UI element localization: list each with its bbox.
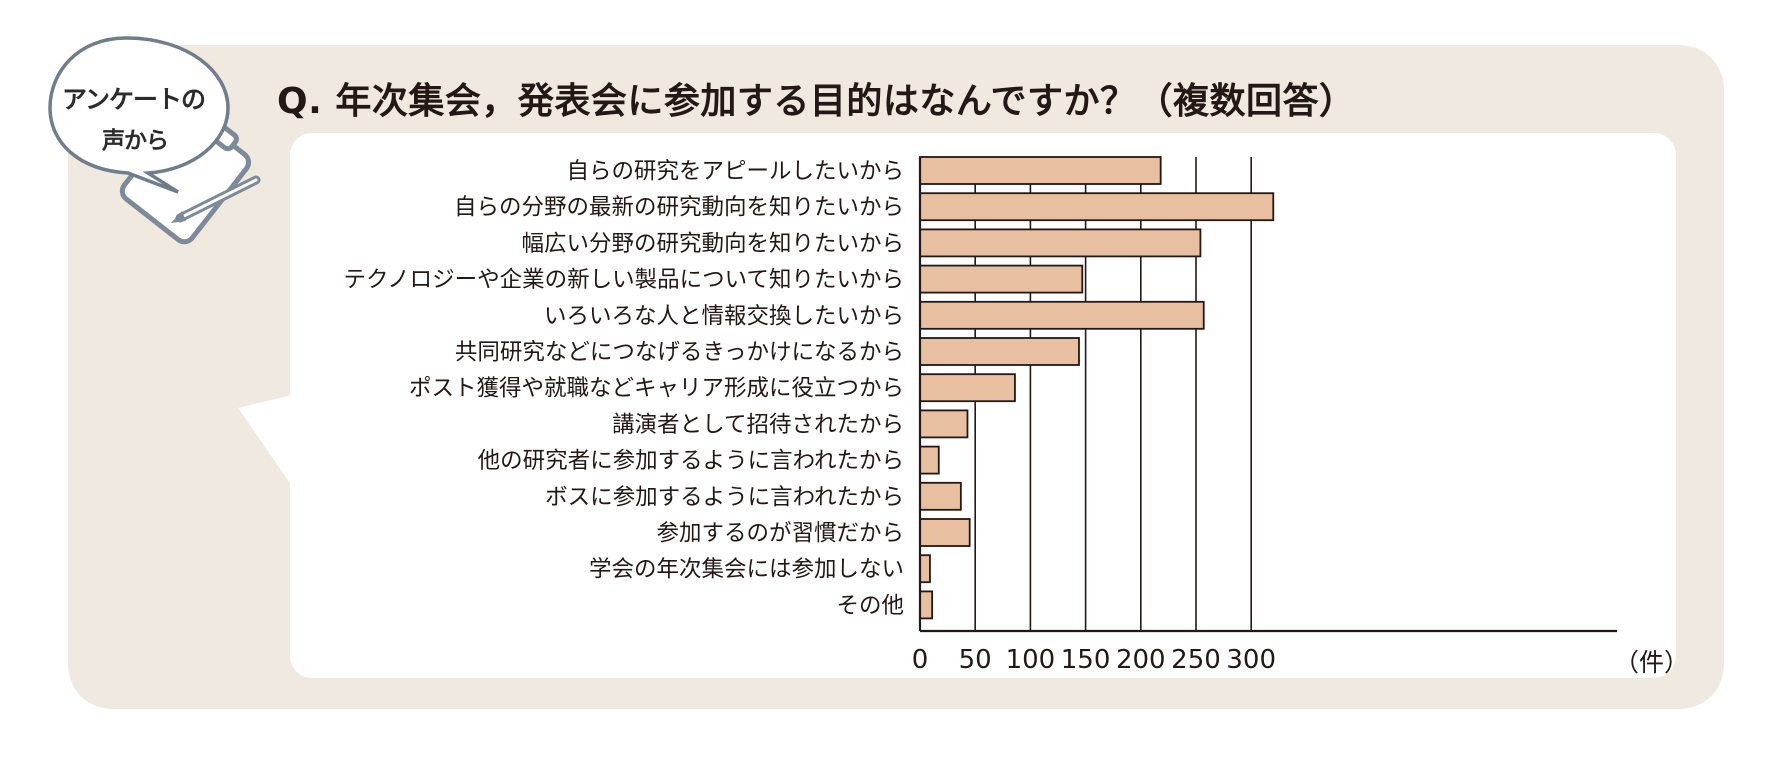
- bar-9: [919, 445, 940, 475]
- x-tick-label-300: 300: [1226, 645, 1276, 675]
- bar-12: [919, 554, 931, 584]
- bar-11: [919, 518, 971, 547]
- bar-3: [919, 228, 1202, 258]
- pen-icon: [171, 175, 261, 223]
- x-tick-label-50: 50: [959, 645, 992, 675]
- category-label-6: 共同研究などにつなげるきっかけになるから: [455, 340, 904, 366]
- category-label-3: 幅広い分野の研究動向を知りたいから: [521, 231, 904, 257]
- bar-2: [919, 192, 1275, 222]
- x-axis-unit-label: （件）: [1614, 648, 1690, 677]
- category-label-8: 講演者として招待されたから: [612, 412, 904, 438]
- badge-line-1: アンケートの: [62, 85, 206, 114]
- bar-10: [919, 481, 962, 511]
- category-label-12: 学会の年次集会には参加しない: [589, 557, 904, 583]
- category-label-4: テクノロジーや企業の新しい製品について知りたいから: [344, 267, 904, 293]
- bar-4: [919, 264, 1084, 294]
- category-label-11: 参加するのが習慣だから: [656, 521, 904, 547]
- category-label-13: その他: [836, 593, 904, 619]
- x-tick-label-0: 0: [912, 645, 929, 675]
- x-tick-label-100: 100: [1006, 645, 1056, 675]
- badge-line-2: 声から: [102, 128, 169, 154]
- category-label-1: 自らの研究をアピールしたいから: [566, 159, 904, 185]
- bar-6: [919, 337, 1080, 366]
- category-label-7: ポスト獲得や就職などキャリア形成に役立つから: [409, 376, 904, 402]
- bar-5: [919, 300, 1205, 330]
- x-tick-label-250: 250: [1171, 645, 1221, 675]
- bar-13: [919, 590, 934, 620]
- chart-card: [290, 133, 1676, 678]
- bar-7: [919, 373, 1016, 403]
- page-title: Q. 年次集会，発表会に参加する目的はなんですか？（複数回答）: [277, 81, 1356, 122]
- category-label-9: 他の研究者に参加するように言われたから: [478, 448, 904, 474]
- x-tick-label-150: 150: [1061, 645, 1111, 675]
- clipboard-icon: [48, 36, 261, 245]
- bar-8: [919, 409, 969, 439]
- category-label-2: 自らの分野の最新の研究動向を知りたいから: [454, 195, 904, 221]
- x-tick-label-200: 200: [1116, 645, 1166, 675]
- category-label-10: ボスに参加するように言われたから: [545, 484, 904, 510]
- category-label-5: いろいろな人と情報交換したいから: [544, 303, 904, 329]
- bar-1: [919, 156, 1162, 185]
